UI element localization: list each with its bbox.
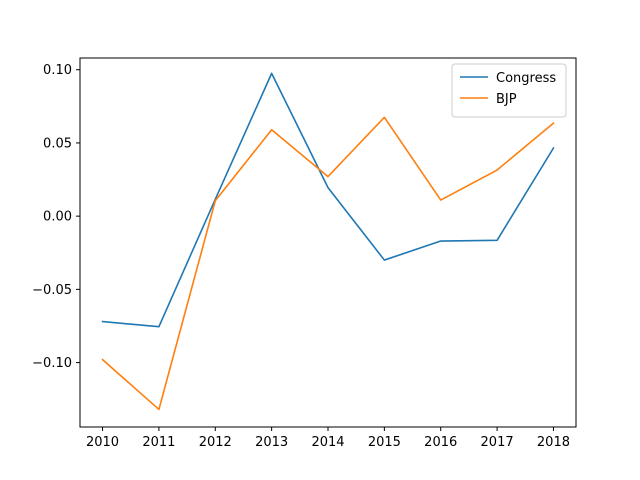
legend-label-bjp: BJP xyxy=(496,92,517,107)
series-line-bjp xyxy=(101,116,555,411)
y-tick-label: −0.10 xyxy=(32,356,72,371)
x-axis-ticks: 2010 2011 2012 2013 2014 2015 2016 2017 2018 xyxy=(86,427,570,450)
y-axis-ticks: −0.10 −0.05 0.00 0.05 0.10 xyxy=(32,63,80,371)
x-tick-label: 2012 xyxy=(199,435,232,450)
legend: Congress BJP xyxy=(451,63,567,118)
x-tick-label: 2016 xyxy=(424,435,457,450)
y-tick-label: 0.05 xyxy=(43,136,72,151)
x-tick-label: 2013 xyxy=(255,435,288,450)
legend-label-congress: Congress xyxy=(496,71,556,86)
y-tick-label: 0.10 xyxy=(43,63,72,78)
x-tick-label: 2011 xyxy=(142,435,175,450)
x-tick-label: 2017 xyxy=(481,435,514,450)
y-tick-label: 0.00 xyxy=(43,210,72,225)
x-tick-label: 2014 xyxy=(311,435,344,450)
x-tick-label: 2015 xyxy=(368,435,401,450)
series-line-congress xyxy=(101,72,555,328)
y-tick-label: −0.05 xyxy=(32,283,72,298)
x-tick-label: 2018 xyxy=(537,435,570,450)
plot-lines xyxy=(101,72,555,411)
x-tick-label: 2010 xyxy=(86,435,119,450)
